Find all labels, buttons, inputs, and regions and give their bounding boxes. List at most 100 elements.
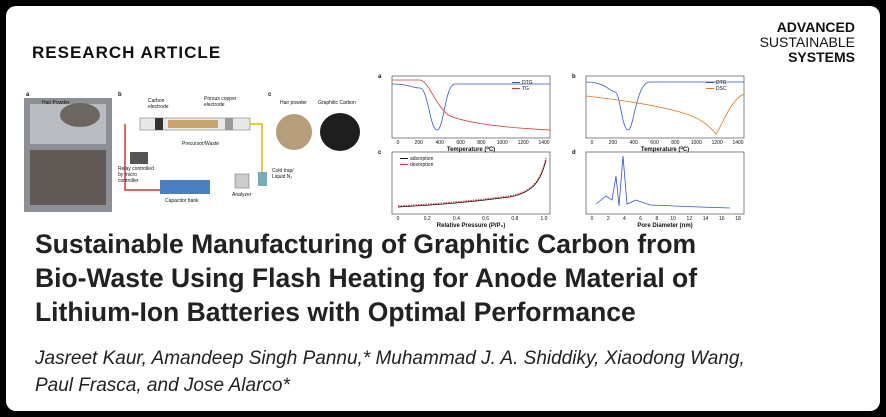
figure-label: Relay controlled [118,166,154,172]
x-tick-label: 0 [591,216,594,222]
x-tick-label: 2 [607,216,610,222]
authors-line: Jasreet Kaur, Amandeep Singh Pannu,* Muh… [34,348,745,369]
figure-label: Capacitor bank [165,198,199,204]
precursor [168,120,218,128]
photo [60,103,100,127]
x-tick-label: 0.2 [424,216,431,222]
electrode [155,118,163,130]
chart-frame [391,75,551,139]
photo [276,114,312,150]
x-tick-label: 600 [456,140,465,146]
figure-label: Precursor/Waste [182,141,219,147]
figure-label: electrode [204,102,225,108]
x-tick-label: 1400 [538,140,549,146]
legend-label: DSC [716,86,727,92]
curve [397,159,547,208]
curve [391,83,550,131]
legend-label: DTG [522,80,533,86]
x-tick-label: 16 [719,216,725,222]
axis-label: Relative Pressure (P/P₀) [437,223,505,229]
journal-line: ADVANCED [777,19,855,35]
figure-label: Carbon [148,98,165,104]
photo [320,113,360,151]
x-tick-label: 200 [415,140,424,146]
panel-label: c [378,150,382,156]
x-tick-label: 800 [671,140,680,146]
axis-label: Pore Diameter (nm) [637,223,692,229]
x-tick-label: 1400 [732,140,743,146]
x-tick-label: 0.4 [453,216,460,222]
wire [250,123,263,180]
title-line: Sustainable Manufacturing of Graphitic C… [35,229,696,259]
axis-label: Temperature (⁰C) [641,146,689,153]
journal-line: SUSTAINABLE [760,34,855,50]
figure-label: Graphitic Carbon [318,100,356,106]
x-tick-label: 1000 [691,140,702,146]
legend-label: adsorption [410,156,434,162]
x-tick-label: 1200 [518,140,529,146]
panel-label: c [268,92,272,98]
x-tick-label: 1.0 [541,216,548,222]
x-tick-label: 400 [436,140,445,146]
x-tick-label: 800 [477,140,486,146]
authors-line: Paul Frasca, and Jose Alarco* [35,375,290,396]
x-tick-label: 0.8 [511,216,518,222]
photo [30,150,106,205]
figure-label: Hair Powder [42,100,70,106]
chart-frame [585,75,745,139]
figure-label: Cold trap/ [272,168,294,174]
x-tick-label: 1200 [712,140,723,146]
x-tick-label: 0.6 [482,216,489,222]
relay [130,152,148,164]
x-tick-label: 14 [703,216,709,222]
chart-frame [391,151,551,215]
curve [397,157,547,207]
figure-charts [391,75,745,215]
capacitor-bank [160,180,210,194]
cold-trap [258,172,267,186]
figure-label: by micro [118,172,137,178]
x-tick-label: 0 [397,216,400,222]
figure-label: controller [118,178,139,184]
curve [392,79,551,131]
figure-label: Analyzer [232,192,252,198]
figure-label: Hair powder [280,100,307,106]
axis-label: Temperature (⁰C) [447,146,495,153]
figure-label: electrode [148,104,169,110]
section-label: RESEARCH ARTICLE [32,43,221,62]
x-tick-label: 400 [630,140,639,146]
x-tick-label: 1000 [497,140,508,146]
wire [124,124,160,191]
x-tick-label: 10 [670,216,676,222]
legend-label: DTG [716,80,727,86]
x-tick-label: 600 [650,140,659,146]
electrode [225,118,233,130]
analyzer [234,173,250,189]
x-tick-label: 18 [735,216,741,222]
chart-frame [585,151,745,215]
journal-line: SYSTEMS [788,49,855,65]
x-tick-label: 8 [655,216,658,222]
legend-label: TG [522,86,529,92]
x-tick-label: 12 [687,216,693,222]
title-line: Bio-Waste Using Flash Heating for Anode … [35,263,697,293]
curve [595,155,731,209]
figure-setup [24,98,360,212]
curve [585,81,744,131]
legend-label: desorption [410,162,434,168]
x-tick-label: 6 [639,216,642,222]
curve [585,93,745,135]
figure-label: Porous copper [204,96,237,102]
x-tick-label: 200 [609,140,618,146]
panel-label: b [118,92,122,98]
title-line: Lithium-Ion Batteries with Optimal Perfo… [35,297,636,327]
panel-label: b [572,74,576,80]
panel-label: a [26,92,30,98]
x-tick-label: 4 [623,216,626,222]
panel-label: d [572,150,576,156]
panel-label: a [378,74,382,80]
x-tick-label: 0 [591,140,594,146]
figure-label: Liquid N₂ [272,174,292,180]
